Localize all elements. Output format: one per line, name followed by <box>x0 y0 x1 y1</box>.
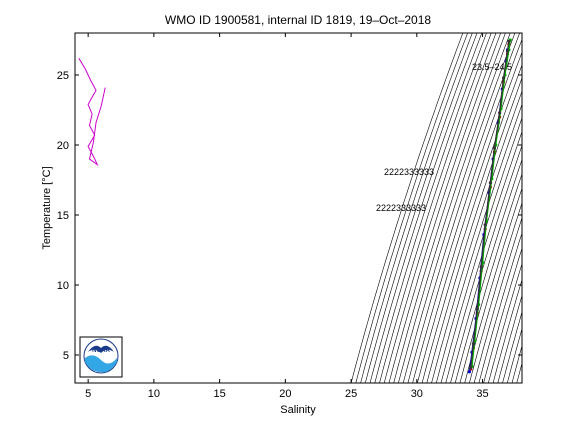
profile-point <box>488 181 492 185</box>
density-contour-line <box>478 231 522 383</box>
density-contour-line <box>388 33 501 383</box>
noaa-logo-bird <box>88 345 114 353</box>
density-contour-line <box>445 130 522 383</box>
density-contour-line <box>426 77 522 383</box>
density-contour-line <box>540 33 576 383</box>
density-contour-line <box>440 117 522 383</box>
density-contour-line <box>407 33 520 383</box>
profile-point <box>479 265 483 269</box>
profile-point <box>505 49 510 53</box>
density-contour-line <box>379 33 492 383</box>
density-contour-line <box>365 33 478 383</box>
density-contour-line <box>483 247 522 383</box>
x-tick-label: 20 <box>279 388 291 400</box>
density-contour-line <box>398 33 511 383</box>
density-contour-line <box>450 144 522 383</box>
profile-series <box>78 38 512 374</box>
y-tick-label: 10 <box>57 280 69 292</box>
x-tick-label: 10 <box>148 388 160 400</box>
profile-point <box>502 76 506 80</box>
density-contour-line <box>521 379 522 383</box>
profile-point <box>483 223 487 227</box>
density-contour-line <box>488 262 522 383</box>
x-tick-label: 35 <box>476 388 488 400</box>
y-axis-ticks: 5 10 15 20 25 <box>57 70 522 362</box>
density-contour-line <box>555 33 576 383</box>
plot-frame <box>74 32 523 384</box>
density-contour-line <box>469 202 522 383</box>
contour-label-cluster: 2222333333 <box>376 203 426 213</box>
contour-label-cluster: 23.5–24.5 <box>472 62 512 72</box>
x-tick-label: 25 <box>345 388 357 400</box>
density-contour-line <box>550 33 576 383</box>
density-contour-line <box>383 33 497 383</box>
y-axis-label: Temperature [°C] <box>41 166 53 249</box>
x-tick-label: 15 <box>213 388 225 400</box>
chart-title: WMO ID 1900581, internal ID 1819, 19–Oct… <box>165 13 431 27</box>
y-tick-label: 15 <box>57 210 69 222</box>
x-tick-label: 5 <box>85 388 91 400</box>
density-contour-line <box>454 158 522 383</box>
density-contour-line <box>374 33 487 383</box>
profile-point <box>471 342 475 346</box>
density-contour-line <box>531 33 576 383</box>
profile-point <box>507 39 511 44</box>
x-axis-ticks: 5 10 15 20 25 30 35 <box>85 33 489 400</box>
density-contour-line <box>526 33 576 383</box>
density-contour-line <box>473 216 522 383</box>
density-contour-labels: 23.5–24.5 2222333333 2222333333 <box>376 62 512 213</box>
profile-line-0 <box>78 57 106 167</box>
x-tick-label: 30 <box>411 388 423 400</box>
y-tick-label: 5 <box>63 350 69 362</box>
density-contour-line <box>516 362 522 383</box>
density-contour-line <box>421 64 522 383</box>
density-contour-line <box>393 33 506 383</box>
density-contour-line <box>559 33 576 383</box>
plot-area <box>75 33 522 383</box>
density-contour-line <box>502 310 522 383</box>
noaa-logo: NOAA <box>79 336 123 378</box>
noaa-logo-wave <box>85 355 117 373</box>
density-contour-line <box>350 33 464 383</box>
y-tick-label: 20 <box>57 140 69 152</box>
y-tick-label: 25 <box>57 70 69 82</box>
density-contour-line <box>536 33 576 383</box>
density-contour-line <box>497 294 522 383</box>
density-contour-line <box>464 187 522 383</box>
x-axis-label: Salinity <box>280 404 316 416</box>
density-contour-line <box>564 33 576 383</box>
profile-point <box>492 146 496 150</box>
contour-label-cluster: 2222333333 <box>384 167 434 177</box>
density-contour-line <box>492 278 522 383</box>
profile-point <box>467 370 471 374</box>
profile-point <box>498 111 502 115</box>
density-contour-line <box>355 33 468 383</box>
density-contour-line <box>402 33 516 383</box>
profile-point <box>475 307 479 311</box>
profile-point <box>469 366 473 370</box>
density-contour-line <box>369 33 483 383</box>
noaa-logo-text: NOAA <box>92 348 110 354</box>
density-contour-line <box>360 33 473 383</box>
density-contour-line <box>417 51 522 383</box>
density-contour-line <box>545 33 576 383</box>
